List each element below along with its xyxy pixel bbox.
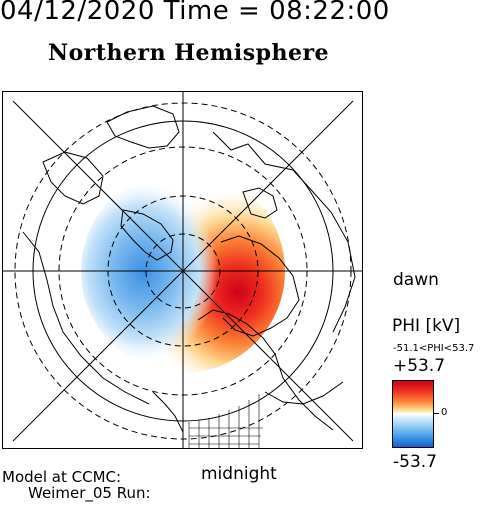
colorbar-max-label: +53.7 bbox=[393, 356, 446, 376]
colorbar-zero-label: 0 bbox=[441, 407, 448, 418]
colorbar-min-label: -53.7 bbox=[393, 452, 437, 472]
hemisphere-title: Northern Hemisphere bbox=[48, 40, 330, 66]
colorbar-variable-label: PHI [kV] bbox=[392, 316, 461, 336]
negative-potential-cell bbox=[81, 182, 218, 362]
meridian-diagonal-2 bbox=[12, 100, 354, 442]
polar-potential-map bbox=[3, 92, 362, 448]
colorbar-range-label: -51.1<PHI<53.7 bbox=[393, 343, 475, 354]
colorbar bbox=[392, 380, 434, 448]
grid-cells bbox=[188, 394, 263, 448]
colorbar-zero-tick bbox=[434, 413, 439, 414]
model-label: Model at CCMC: bbox=[2, 468, 122, 486]
polar-map-frame bbox=[2, 91, 363, 449]
run-label: Weimer_05 Run: bbox=[28, 484, 151, 502]
coastlines bbox=[22, 105, 356, 433]
midnight-label: midnight bbox=[201, 464, 277, 484]
dawn-label: dawn bbox=[393, 270, 439, 290]
date-time-heading: 04/12/2020 Time = 08:22:00 bbox=[0, 0, 390, 26]
